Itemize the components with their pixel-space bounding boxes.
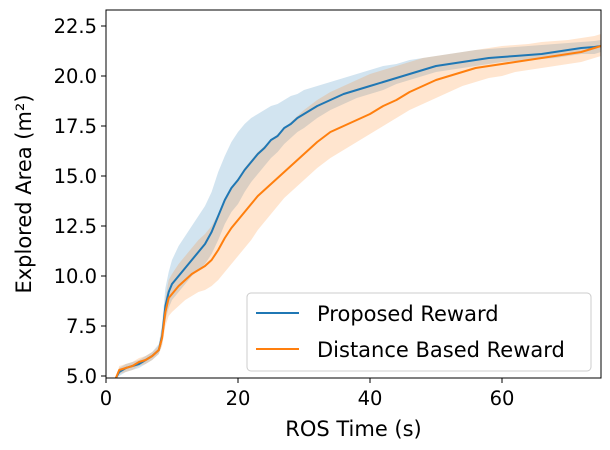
distance-based-reward-band — [115, 34, 601, 378]
legend-label: Proposed Reward — [317, 302, 499, 326]
y-tick-label: 10.0 — [54, 265, 97, 288]
y-tick-label: 17.5 — [54, 115, 97, 138]
legend-label: Distance Based Reward — [317, 338, 565, 362]
y-axis-ticks: 5.0 7.5 10.0 12.5 15.0 17.5 20.0 22.5 — [54, 15, 106, 388]
y-tick-label: 12.5 — [54, 215, 97, 238]
proposed-reward-band — [115, 40, 601, 378]
y-tick-label: 22.5 — [54, 15, 97, 38]
x-axis-label: ROS Time (s) — [285, 417, 422, 441]
y-tick-label: 5.0 — [66, 365, 97, 388]
legend-box — [246, 292, 592, 372]
x-tick-label: 0 — [100, 387, 112, 410]
confidence-bands — [115, 34, 601, 378]
x-tick-label: 60 — [490, 387, 515, 410]
distance-based-reward-line — [114, 45, 601, 378]
x-tick-label: 20 — [226, 387, 251, 410]
x-axis-ticks: 0 20 40 60 — [100, 378, 515, 410]
y-tick-label: 15.0 — [54, 165, 97, 188]
y-axis-label: Explored Area (m²) — [12, 94, 36, 293]
plot-frame — [105, 9, 602, 379]
series-lines — [114, 45, 601, 378]
x-tick-label: 40 — [358, 387, 383, 410]
y-tick-label: 20.0 — [54, 65, 97, 88]
proposed-reward-line — [115, 45, 601, 378]
y-tick-label: 7.5 — [66, 315, 97, 338]
legend: Proposed Reward Distance Based Reward — [246, 292, 592, 372]
